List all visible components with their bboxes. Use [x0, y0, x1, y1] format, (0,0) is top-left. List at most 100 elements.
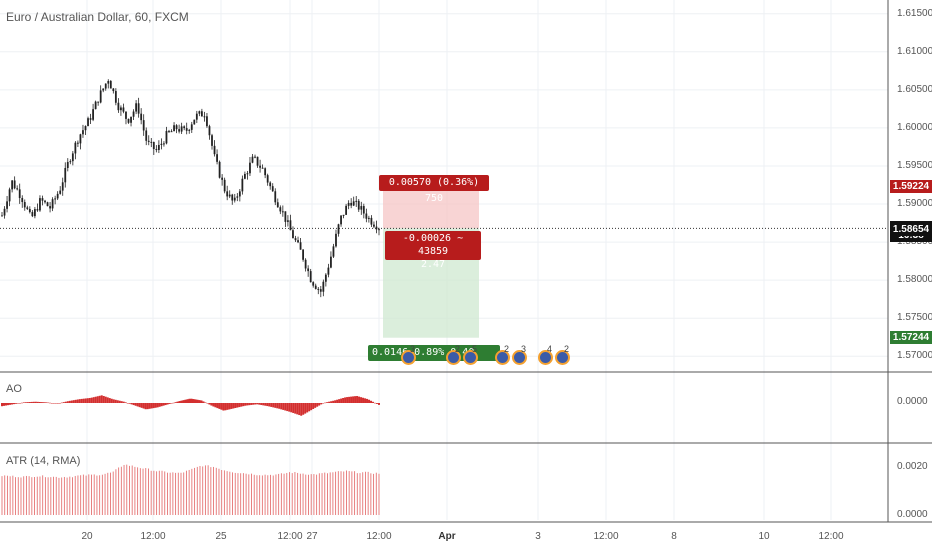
ao-bar	[336, 399, 339, 403]
candle-body	[163, 143, 165, 145]
ao-bar	[206, 403, 209, 404]
ao-bar	[344, 397, 347, 403]
ao-bar	[378, 403, 380, 405]
ao-bar	[198, 400, 201, 403]
ao-bar	[236, 403, 239, 408]
candle-body	[142, 120, 145, 131]
candle-body	[330, 256, 332, 268]
ao-bar	[350, 396, 353, 403]
event-marker-icon[interactable]	[463, 350, 478, 365]
event-marker-icon[interactable]	[401, 350, 416, 365]
ao-bar	[1, 403, 3, 407]
candle-body	[21, 197, 24, 203]
ao-bar	[186, 399, 189, 403]
ao-bar	[194, 399, 197, 403]
pnl-label[interactable]: -0.00026 ~ 43859 2.47	[385, 231, 481, 270]
ao-bar	[32, 401, 35, 403]
candle-body	[117, 102, 120, 111]
candle-body	[223, 179, 226, 192]
ao-bar	[34, 401, 37, 403]
candle-body	[362, 206, 365, 214]
ao-bar	[370, 400, 373, 403]
ao-bar	[276, 403, 279, 409]
candle-body	[180, 126, 183, 132]
time-tick-label: 3	[535, 531, 541, 542]
candle-body	[193, 119, 196, 125]
candle-body	[274, 191, 277, 203]
ao-bar	[26, 402, 29, 403]
ao-bar	[192, 399, 195, 403]
ao-bar	[210, 403, 213, 406]
candle-body	[173, 125, 175, 132]
ao-bar	[274, 403, 277, 408]
candle-body	[289, 220, 292, 231]
ao-bar	[136, 403, 139, 407]
candle-body	[11, 180, 14, 190]
candle-body	[97, 101, 100, 103]
ao-bar	[28, 402, 31, 403]
event-marker-icon[interactable]	[446, 350, 461, 365]
candle-body	[120, 107, 122, 111]
event-marker-icon[interactable]	[555, 350, 570, 365]
candle-body	[264, 168, 267, 176]
ao-bar	[106, 397, 109, 403]
ao-bar	[52, 403, 55, 404]
candle-body	[327, 267, 330, 275]
time-tick-label: 20	[81, 531, 93, 542]
candle-body	[261, 167, 264, 169]
ao-bar	[308, 403, 311, 412]
ao-bar	[140, 403, 143, 408]
candle-body	[322, 281, 325, 292]
ao-bar	[110, 398, 113, 403]
candle-body	[64, 167, 67, 183]
candle-body	[200, 111, 203, 117]
pnl-value: -0.00026 ~ 43859	[402, 233, 464, 257]
time-tick-label: 12:00	[140, 531, 166, 542]
ao-bar	[248, 403, 251, 406]
ao-bar	[126, 403, 129, 404]
ao-bar	[180, 400, 183, 403]
candle-body	[271, 186, 274, 192]
ao-bar	[42, 402, 45, 403]
ao-bar	[258, 403, 261, 405]
candle-body	[317, 288, 320, 290]
ao-bar	[188, 398, 191, 403]
candle-body	[155, 149, 158, 151]
event-marker-icon[interactable]	[512, 350, 527, 365]
ao-bar	[316, 403, 319, 407]
ao-bar	[70, 400, 73, 403]
ao-bar	[118, 400, 121, 403]
event-count: 2	[504, 344, 510, 354]
ao-bar	[176, 401, 179, 403]
take-profit-label[interactable]: 0.0146 0.89% 0.40	[368, 345, 500, 361]
time-tick-label: 12:00	[277, 531, 303, 542]
candle-body	[350, 202, 353, 206]
candle-body	[292, 230, 294, 239]
ao-bar	[242, 403, 245, 407]
ao-bar	[146, 403, 149, 410]
ao-bar	[268, 403, 271, 407]
ao-bar	[144, 403, 147, 410]
event-count: 2	[564, 344, 570, 354]
ao-bar	[204, 402, 207, 403]
price-tick-label: 1.61500	[897, 7, 932, 19]
candle-body	[211, 135, 213, 146]
ao-bar	[304, 403, 307, 414]
ao-bar	[238, 403, 241, 408]
ao-bar	[216, 403, 219, 409]
event-marker-icon[interactable]	[538, 350, 553, 365]
candle-body	[26, 207, 29, 209]
ao-bar	[18, 403, 21, 404]
ao-bar	[112, 399, 115, 403]
ao-bar	[50, 402, 53, 404]
candle-body	[112, 88, 115, 92]
stop-loss-label[interactable]: 0.00570 (0.36%) 750	[379, 175, 489, 204]
ao-bar	[228, 403, 231, 410]
candle-body	[109, 81, 112, 89]
event-marker-icon[interactable]	[495, 350, 510, 365]
ao-bar	[164, 403, 167, 406]
candle-body	[355, 200, 358, 202]
ao-bar	[346, 397, 349, 403]
candle-body	[79, 134, 82, 144]
